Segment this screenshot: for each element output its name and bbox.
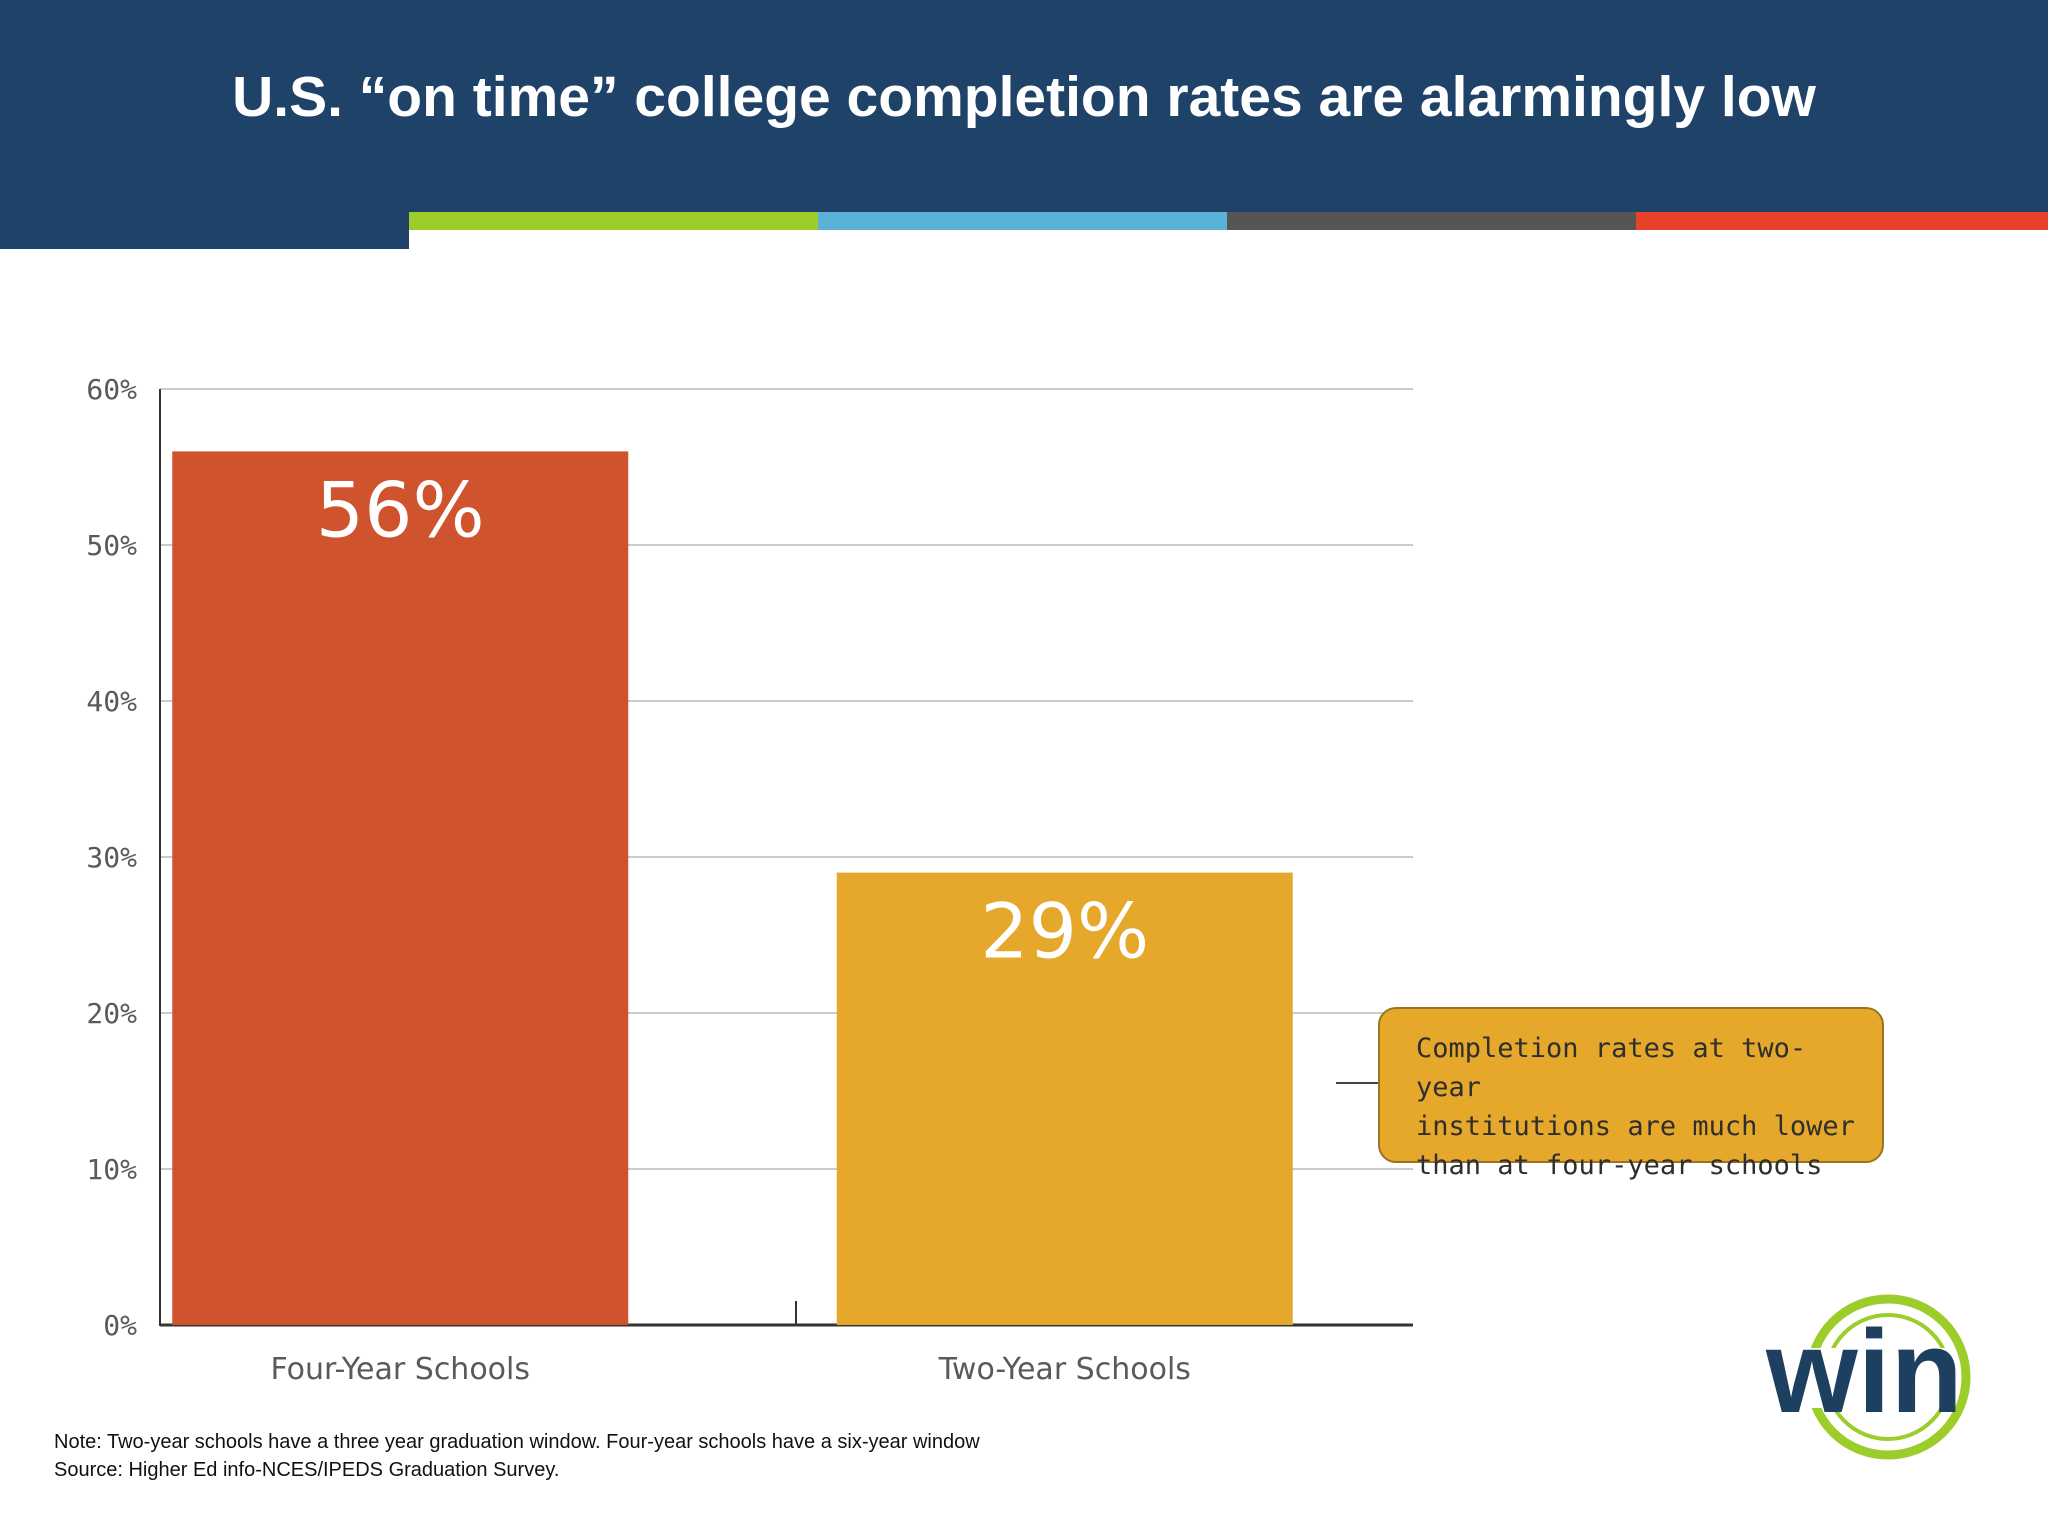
x-category-label: Four-Year Schools (270, 1352, 530, 1387)
x-category-label: Two-Year Schools (938, 1352, 1191, 1387)
accent-stripe-red (1636, 212, 2048, 230)
y-tick-label: 20% (86, 997, 137, 1030)
page-title: U.S. “on time” college completion rates … (232, 65, 1816, 129)
footnote: Note: Two-year schools have a three year… (54, 1428, 1154, 1484)
bar (836, 872, 1293, 1325)
y-tick-label: 30% (86, 841, 137, 874)
bar-value-label: 29% (980, 887, 1149, 976)
callout-leader-line (1336, 1082, 1378, 1084)
banner-tab (0, 212, 409, 249)
logo-text: win (1765, 1306, 1963, 1438)
y-tick-label: 40% (86, 685, 137, 718)
title-banner (0, 0, 2048, 212)
bar-chart: 0% 10% 20% 30% 40% 50% 60% 56% Four-Year Schools… (86, 373, 1413, 1387)
y-tick-label: 0% (103, 1309, 137, 1342)
y-tick-label: 50% (86, 529, 137, 562)
logo-ring-gap (1806, 1348, 1946, 1408)
y-tick-label: 60% (86, 373, 137, 406)
footnote-source: Source: Higher Ed info-NCES/IPEDS Gradua… (54, 1459, 560, 1481)
win-logo: win (1765, 1294, 1971, 1460)
bar (172, 451, 629, 1325)
footnote-note: Note: Two-year schools have a three year… (54, 1431, 980, 1453)
bar-value-label: 56% (316, 465, 485, 554)
accent-stripe-green (409, 212, 818, 230)
callout-box: Completion rates at two-year institution… (1378, 1007, 1884, 1181)
y-tick-label: 10% (86, 1153, 137, 1186)
accent-stripe-gray (1227, 212, 1636, 230)
accent-stripe-blue (818, 212, 1227, 230)
